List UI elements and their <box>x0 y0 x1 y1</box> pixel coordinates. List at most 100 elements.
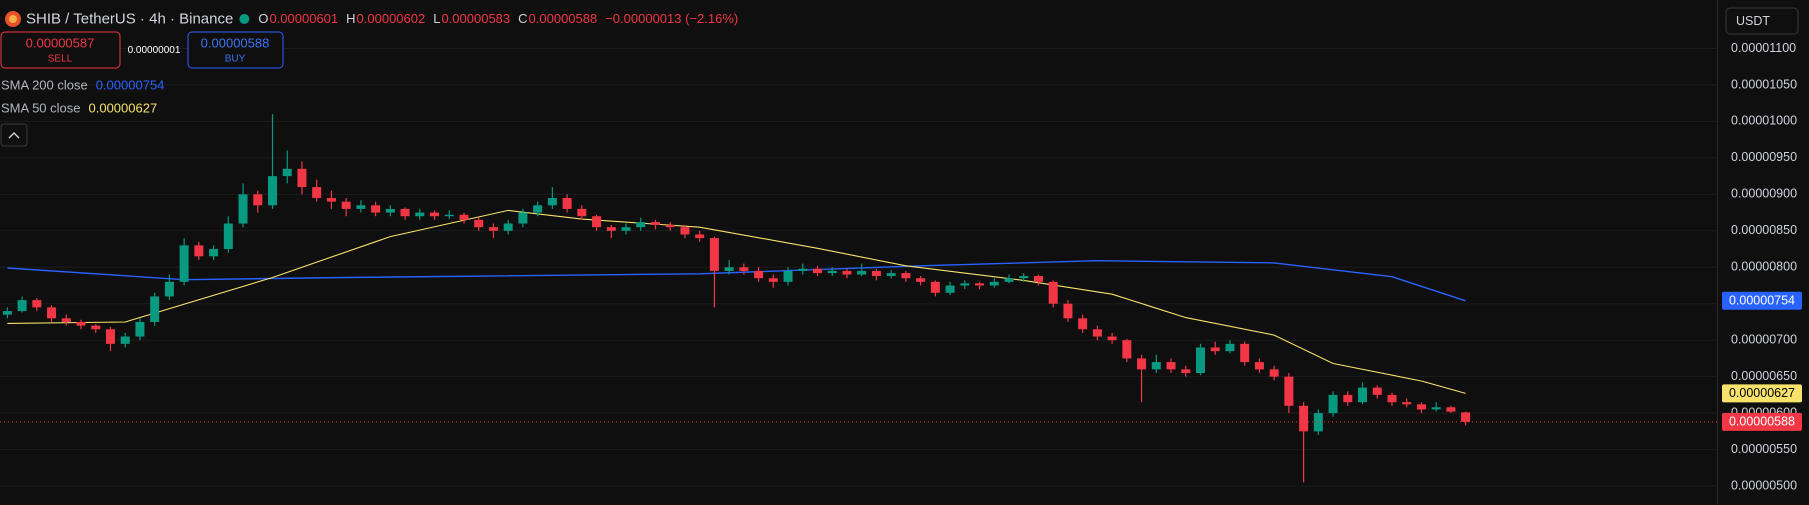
candle-body <box>1416 404 1426 410</box>
candle-body <box>606 227 616 231</box>
last-price-tag <box>1722 412 1802 431</box>
candle-body <box>1166 362 1176 370</box>
candle-body <box>1284 376 1294 406</box>
candle-body <box>415 212 425 217</box>
candle-body <box>2 311 12 315</box>
candle-body <box>1269 369 1279 377</box>
candle-body <box>76 321 86 326</box>
candle-body <box>238 194 248 224</box>
candle-body <box>813 268 823 274</box>
sma200-price-tag-label: 0.00000754 <box>1729 294 1795 308</box>
ohlc-value: 0.00000601 <box>269 11 338 26</box>
candle-body <box>768 278 778 282</box>
candle-body <box>1313 413 1323 432</box>
candle-body <box>577 208 587 217</box>
candle-body <box>1033 276 1043 282</box>
candle-body <box>61 318 71 322</box>
candle-body <box>842 270 852 275</box>
sell-label[interactable]: SELL <box>48 54 73 65</box>
candle-body <box>1151 362 1161 370</box>
candle-body <box>1299 405 1309 432</box>
symbol-title: SHIB / TetherUS · 4h · Binance <box>26 10 233 27</box>
candle-body <box>901 273 911 279</box>
candle-body <box>1107 336 1117 341</box>
sell-price[interactable]: 0.00000587 <box>26 35 95 50</box>
candle-body <box>253 194 263 206</box>
candle-body <box>282 168 292 177</box>
candle-body <box>1078 318 1088 330</box>
y-tick-label: 0.00000850 <box>1731 223 1797 237</box>
candle-body <box>341 201 351 209</box>
candle-body <box>1122 340 1132 359</box>
ohlc-label: L <box>433 11 440 26</box>
candle-body <box>1195 347 1205 374</box>
candle-body <box>739 267 749 271</box>
candle-body <box>621 227 631 231</box>
candle-body <box>444 214 454 217</box>
candle-body <box>91 325 101 330</box>
buy-button[interactable] <box>187 31 284 69</box>
candle-body <box>665 224 675 228</box>
candle-body <box>326 197 336 202</box>
candle-body <box>975 283 985 286</box>
candle-body <box>488 227 498 231</box>
buy-label[interactable]: BUY <box>225 54 246 65</box>
candle-body <box>105 329 115 344</box>
market-status <box>239 14 250 24</box>
candle-body <box>135 321 145 337</box>
candle-body <box>1210 347 1220 352</box>
candle-body <box>400 208 410 217</box>
candle-body <box>1343 394 1353 403</box>
collapse-button[interactable] <box>0 123 28 147</box>
candle-body <box>1358 387 1368 403</box>
candle-body <box>312 187 322 198</box>
candle-body <box>827 270 837 274</box>
candle-body <box>695 234 705 239</box>
candle-body <box>164 281 174 297</box>
legend-name: SMA 50 close <box>1 100 81 115</box>
ohlc-value: 0.00000583 <box>441 11 510 26</box>
candle-body <box>945 285 955 293</box>
sma50-price-tag-label: 0.00000627 <box>1729 386 1795 400</box>
candle-body <box>47 307 57 319</box>
candle-body <box>916 278 926 282</box>
ohlc-value: 0.00000602 <box>357 11 426 26</box>
candle-body <box>194 245 204 257</box>
candle-body <box>1372 387 1382 395</box>
sma50-price-tag <box>1722 384 1802 403</box>
ohlc-value: 0.00000588 <box>529 11 598 26</box>
sell-button[interactable] <box>0 31 121 69</box>
candle-body <box>356 205 366 209</box>
candle-body <box>297 168 307 188</box>
currency-label[interactable]: USDT <box>1736 14 1770 28</box>
candle-body <box>268 176 278 206</box>
candle-body <box>1446 407 1456 412</box>
candle-body <box>1048 281 1058 304</box>
y-tick-label: 0.00000800 <box>1731 260 1797 274</box>
change: −0.00000013 (−2.16%) <box>605 11 738 26</box>
sma-line <box>7 259 1466 302</box>
legend-name: SMA 200 close <box>1 77 88 92</box>
candle-body <box>179 245 189 282</box>
candle-body <box>871 270 881 277</box>
y-tick-label: 0.00000700 <box>1731 332 1797 346</box>
candle-body <box>1387 394 1397 403</box>
candle-body <box>650 222 660 225</box>
candle-body <box>223 223 233 250</box>
candle-body <box>1461 412 1471 422</box>
candle-body <box>680 227 690 235</box>
candle-body <box>150 296 160 322</box>
symbol-icon-inner <box>9 15 17 23</box>
candle-body <box>1092 329 1102 337</box>
ohlc-label: H <box>346 11 355 26</box>
candle-body <box>371 205 381 213</box>
last-price-tag-label: 0.00000588 <box>1729 415 1795 429</box>
candle-body <box>1004 278 1014 282</box>
y-tick-label: 0.00001050 <box>1731 77 1797 91</box>
buy-price[interactable]: 0.00000588 <box>201 35 270 50</box>
currency-dropdown[interactable] <box>1725 7 1799 35</box>
candle-body <box>783 270 793 282</box>
candle-body <box>17 300 27 312</box>
